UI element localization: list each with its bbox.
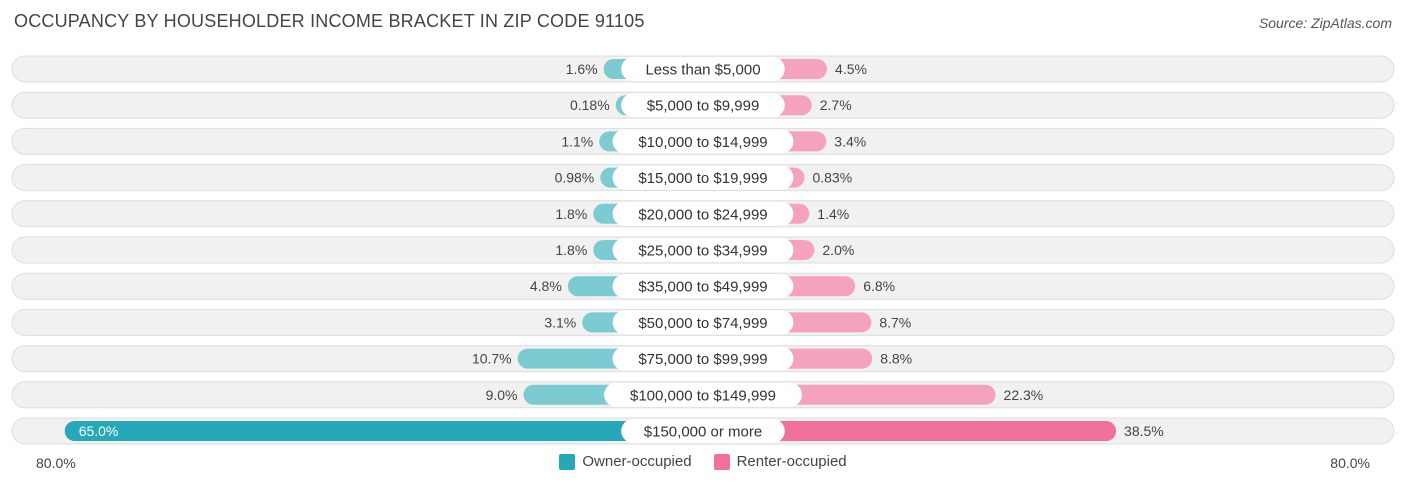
renter-swatch [713, 453, 730, 470]
renter-bar [703, 421, 1117, 441]
axis-left-label: 80.0% [36, 455, 76, 471]
owner-value-label: 4.8% [530, 278, 562, 294]
legend-owner-label: Owner-occupied [582, 453, 692, 470]
category-label-background [621, 57, 785, 81]
owner-value-label: 0.18% [570, 97, 610, 113]
owner-value-label: 65.0% [79, 423, 119, 439]
category-label-background [612, 129, 794, 154]
category-label-background [621, 93, 785, 118]
renter-value-label: 1.4% [817, 206, 849, 222]
category-label-background [612, 274, 794, 299]
renter-value-label: 4.5% [835, 61, 867, 77]
diverging-bar-chart: Less than $5,000 1.6% 4.5% $5,000 to $9,999… [11, 55, 1395, 445]
renter-value-label: 38.5% [1124, 423, 1164, 439]
category-label-background [621, 419, 785, 443]
category-label: $35,000 to $49,999 [638, 279, 767, 296]
chart-title: OCCUPANCY BY HOUSEHOLDER INCOME BRACKET … [14, 11, 645, 31]
legend-item-renter: Renter-occupied [713, 453, 847, 470]
owner-value-label: 0.98% [555, 170, 595, 186]
category-label: $100,000 to $149,999 [630, 387, 776, 404]
legend: Owner-occupied Renter-occupied [0, 453, 1406, 470]
owner-value-label: 10.7% [472, 351, 512, 367]
axis-right-label: 80.0% [1330, 455, 1370, 471]
renter-value-label: 6.8% [863, 278, 895, 294]
renter-value-label: 3.4% [834, 133, 866, 149]
category-label: Less than $5,000 [645, 62, 760, 79]
category-label-background [612, 310, 794, 335]
category-label: $50,000 to $74,999 [638, 315, 767, 332]
category-label: $75,000 to $99,999 [638, 351, 767, 368]
renter-value-label: 0.83% [812, 170, 852, 186]
renter-value-label: 2.0% [822, 242, 854, 258]
owner-swatch [559, 453, 576, 470]
category-label: $150,000 or more [644, 424, 762, 441]
category-label-background [612, 165, 794, 190]
source-credit: Source: ZipAtlas.com [1258, 15, 1392, 31]
category-label: $25,000 to $34,999 [638, 243, 767, 260]
category-label: $5,000 to $9,999 [647, 98, 760, 115]
owner-value-label: 1.6% [566, 61, 598, 77]
category-label-background [612, 238, 794, 262]
owner-value-label: 1.8% [555, 206, 587, 222]
category-label: $10,000 to $14,999 [638, 134, 767, 151]
legend-item-owner: Owner-occupied [559, 453, 692, 470]
owner-value-label: 9.0% [486, 387, 518, 403]
category-label: $20,000 to $24,999 [638, 206, 767, 223]
renter-value-label: 22.3% [1004, 387, 1044, 403]
category-label: $15,000 to $19,999 [638, 170, 767, 187]
category-label-background [612, 346, 794, 371]
category-label-background [612, 201, 794, 226]
legend-renter-label: Renter-occupied [736, 453, 847, 470]
owner-value-label: 1.8% [555, 242, 587, 258]
renter-value-label: 8.7% [879, 314, 911, 330]
renter-value-label: 2.7% [820, 97, 852, 113]
owner-value-label: 1.1% [561, 133, 593, 149]
renter-value-label: 8.8% [880, 351, 912, 367]
owner-value-label: 3.1% [544, 314, 576, 330]
category-label-background [604, 382, 802, 407]
owner-bar [64, 421, 703, 441]
